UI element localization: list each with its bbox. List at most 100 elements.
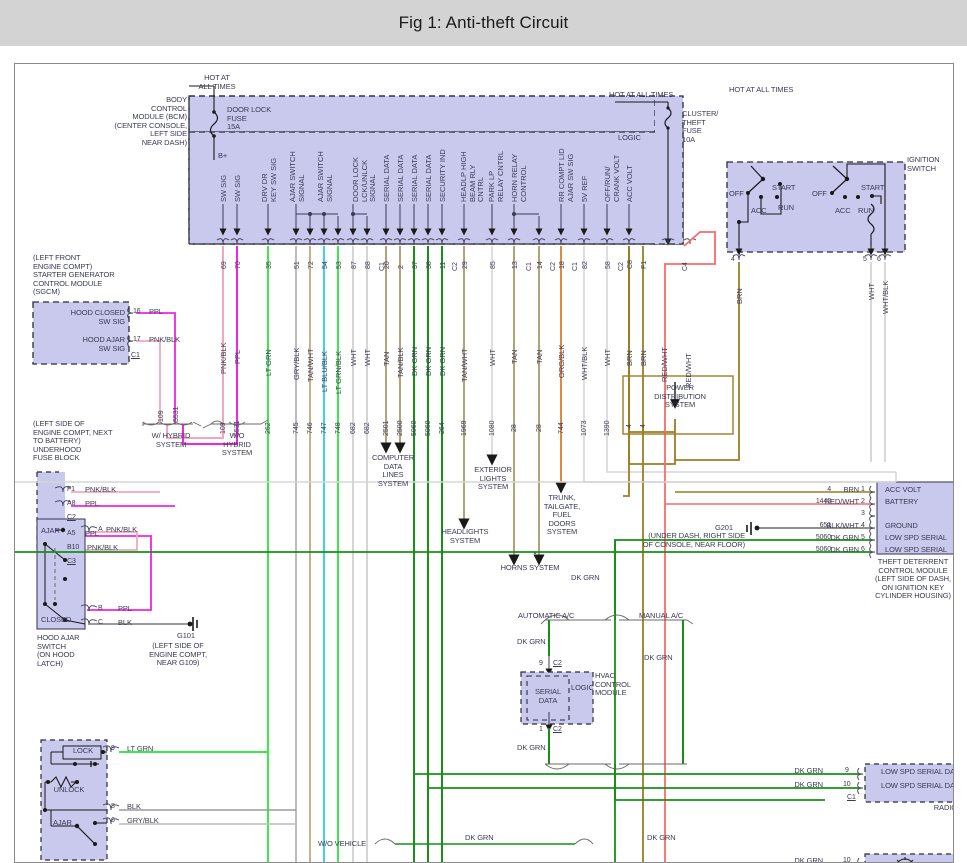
ign-wire-color-4: BRN [735,288,744,304]
ign-pos-run-left: RUN [778,203,794,212]
wire-color-22: ORG/BLK [557,344,566,378]
bcm-pin-4: 72 [308,261,315,269]
bcm-signal-name-13: SERIAL DATA [424,154,433,202]
headlights-system-label: HEADLIGHTS SYSTEM [441,527,489,545]
tdcm-color-4: DK GRN [830,533,859,542]
latch-pin-8-num: 8 [111,803,115,810]
bcm-pin-20: 14 [537,261,544,269]
sgcm-circuit-5531: 5531 [173,406,180,422]
uh-pin-f1-num: F1 [67,486,75,493]
bcm-signal-name-18: HORN RELAY CONTROL [510,153,528,202]
tdcm-pin-2: 2 [861,498,865,505]
wo-vehicle-label: W/O VEHICLE [318,839,367,848]
tdcm-pin-3: 3 [861,510,865,517]
uh-pin-f1-color: PNK/BLK [85,485,116,494]
wire-color-3: GRY/BLK [292,347,301,380]
bcm-pin-11: 2 [398,265,405,269]
bcm-pin-12: 37 [412,261,419,269]
wire-color-24: WHT/BLK [580,346,589,380]
sgcm-pin-17-color: PNK/BLK [149,335,180,344]
hvac-logic-label: LOGIC [571,683,594,692]
bcm-pin-21: C2 [550,262,557,271]
circuit-24: 1073 [581,420,588,436]
bcm-signal-name-25: OFF/RUN/ CRANK VOLT [603,154,621,202]
bcm-hot-label: HOT AT ALL TIMES [198,73,236,91]
trunk-tailgate-fuel-doors-label: TRUNK, TAILGATE, FUEL DOORS SYSTEM [543,493,581,537]
sgcm-pin-17-num: 17 [133,336,141,343]
cluster-theft-fuse-label: CLUSTER/ THEFT FUSE 10A [682,109,719,144]
door-lock-fuse-label: DOOR LOCK FUSE 15A [227,105,272,132]
bcm-logic-label: LOGIC [618,133,641,142]
hood-pin-c-num: C [98,619,103,626]
hood-switch-state-closed: CLOSED [41,615,72,624]
circuit-11: 2500 [397,420,404,436]
bcm-pin-26: C2 [618,262,625,271]
hood-pin-b-num: B [98,605,103,612]
power-distribution-system-label: POWER DISTRIBUTION SYSTEM [654,383,706,410]
circuit-3: 745 [293,422,300,434]
bcm-pin-13: 38 [426,261,433,269]
wire-color-25: WHT [603,348,612,366]
bcm-pin-18: 13 [512,261,519,269]
wire-color-8: WHT [363,348,372,366]
tdcm-pin-5: 5 [861,534,865,541]
circuit-25: 1390 [604,420,611,436]
hvac-manual-dkgrn: DK GRN [644,653,673,662]
wire-color-2: LT GRN [264,349,273,376]
bcm-pin-28: F1 [641,260,648,269]
bcm-signal-name-22: RR COMPT LID AJAR SW SIG [557,148,575,202]
radio-pin-10: 10 [843,781,851,788]
bcm-pin-23: C1 [572,262,579,271]
ign-pos-start-right: START [861,183,885,192]
hvac-serial-data-label: SERIAL DATA [534,687,562,705]
bcm-pin-8: 88 [365,261,372,269]
bcm-pin-27: C8 [627,260,634,269]
bcm-signal-name-24: 5V REF [580,175,589,202]
circuit-28: 4 [640,424,647,428]
wire-color-10: TAN [382,351,391,366]
hood-pin-a-color: PNK/BLK [106,525,137,534]
hood-pin-b-color: PPL [118,604,132,613]
ground-g101-location: (LEFT SIDE OF ENGINE COMPT, NEAR G109) [149,641,207,668]
tdcm-pin-1: 1 [861,486,865,493]
radio-name-label: RADIO [933,803,953,812]
ign-pos-run-right: RUN [858,206,874,215]
circuit-8: 682 [364,422,371,434]
circuit-22: 744 [558,422,565,434]
wire-color-6: LT GRN/BLK [334,350,343,394]
hvac-pin-9: 9 [539,660,543,667]
latch-pin-9-color: LT GRN [127,744,154,753]
ign-pin-4: 4 [731,256,735,263]
bcm-signal-name-10: SERIAL DATA [382,154,391,202]
bcm-pin-5: 54 [322,261,329,269]
ign-pos-acc-left: ACC [751,206,767,215]
tdcm-row-label-1: BATTERY [885,497,919,506]
uh-pin-a5-color: PPL [85,529,99,538]
wire-color-5: LT BLU/BLK [320,351,329,392]
bcm-pin-3: 51 [294,261,301,269]
bcm-pin-6: 53 [336,261,343,269]
bcm-pin-10: 20 [384,261,391,269]
bcm-signal-name-11: SERIAL DATA [396,154,405,202]
uh-pin-b10-num: B10 [67,544,80,551]
circuit-6: 748 [335,422,342,434]
hvac-trunk-dkgrn-label: DK GRN [571,573,600,582]
tdcm-circuit-3: 651 [819,522,831,529]
wire-color-27: BRN [625,350,634,366]
bcm-pin-0: 69 [221,261,228,269]
ignition-switch-name: IGNITION SWITCH [907,155,940,173]
circuit-7: 682 [350,422,357,434]
hvac-branch-automatic: AUTOMATIC A/C [518,611,575,620]
sgcm-pin-16-color: PPL [149,307,163,316]
latch-pin-6-num: 6 [111,817,115,824]
bcm-pin-14: 11 [440,261,447,269]
ign-pos-off-right: OFF [812,189,827,198]
underhood-fuse-name: (LEFT SIDE OF ENGINE COMPT, NEXT TO BATT… [33,419,113,463]
bottom-dkgrn-right: DK GRN [647,833,676,842]
bcm-name-label: BODY CONTROL MODULE (BCM) (CENTER CONSOL… [114,95,187,147]
sgcm-connector-c1: C1 [131,352,140,359]
latch-pin-6-color: GRY/BLK [127,816,159,825]
wire-color-13: DK GRN [424,346,433,376]
bcm-signal-name-4: AJAR SWITCH SIGNAL [316,151,334,202]
tdcm-pin-6: 6 [861,546,865,553]
